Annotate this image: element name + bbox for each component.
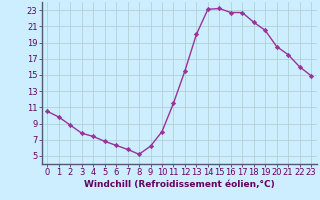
X-axis label: Windchill (Refroidissement éolien,°C): Windchill (Refroidissement éolien,°C) [84, 180, 275, 189]
